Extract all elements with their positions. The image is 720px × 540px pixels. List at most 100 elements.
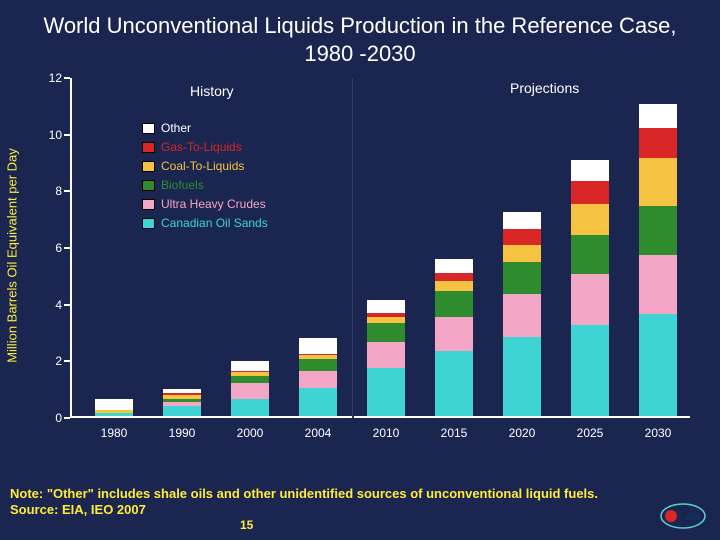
segment-biof bbox=[299, 359, 337, 370]
y-tick bbox=[64, 417, 70, 419]
y-tick bbox=[64, 360, 70, 362]
segment-other bbox=[435, 259, 473, 273]
x-tick-label: 1980 bbox=[101, 426, 128, 440]
segment-other bbox=[503, 212, 541, 229]
bar-2025 bbox=[571, 160, 609, 416]
legend-item-uhc: Ultra Heavy Crudes bbox=[142, 196, 268, 212]
y-axis-label: Million Barrels Oil Equivalent per Day bbox=[5, 148, 20, 363]
bar-2015 bbox=[435, 259, 473, 416]
history-label: History bbox=[190, 83, 234, 99]
segment-gtl bbox=[435, 273, 473, 282]
legend-swatch bbox=[142, 180, 155, 191]
y-tick bbox=[64, 77, 70, 79]
y-tick bbox=[64, 134, 70, 136]
footnote: Note: "Other" includes shale oils and ot… bbox=[10, 486, 610, 519]
x-axis bbox=[70, 416, 690, 418]
segment-cos bbox=[299, 388, 337, 416]
bar-2010 bbox=[367, 300, 405, 416]
segment-other bbox=[367, 300, 405, 313]
segment-gtl bbox=[503, 229, 541, 245]
y-tick bbox=[64, 247, 70, 249]
legend-label: Ultra Heavy Crudes bbox=[161, 197, 266, 211]
bar-1990 bbox=[163, 389, 201, 416]
svg-text:eia: eia bbox=[686, 512, 700, 523]
segment-cos bbox=[367, 368, 405, 416]
x-tick-label: 2025 bbox=[577, 426, 604, 440]
y-tick-label: 10 bbox=[32, 129, 62, 141]
legend-label: Biofuels bbox=[161, 178, 204, 192]
segment-cos bbox=[95, 413, 133, 416]
y-tick-label: 6 bbox=[32, 242, 62, 254]
y-tick bbox=[64, 190, 70, 192]
x-tick-label: 2010 bbox=[373, 426, 400, 440]
x-tick-label: 2030 bbox=[645, 426, 672, 440]
segment-other bbox=[571, 160, 609, 181]
segment-other bbox=[639, 104, 677, 128]
chart-title: World Unconventional Liquids Production … bbox=[0, 0, 720, 75]
segment-other bbox=[95, 399, 133, 410]
y-tick-label: 2 bbox=[32, 355, 62, 367]
segment-biof bbox=[231, 376, 269, 383]
segment-biof bbox=[435, 291, 473, 317]
x-tick-label: 2020 bbox=[509, 426, 536, 440]
segment-ctl bbox=[571, 204, 609, 235]
bar-2020 bbox=[503, 212, 541, 416]
segment-ctl bbox=[639, 158, 677, 206]
bar-2004 bbox=[299, 338, 337, 416]
legend-item-other: Other bbox=[142, 120, 268, 136]
history-projection-divider bbox=[352, 78, 354, 418]
eia-logo: eia bbox=[660, 503, 706, 534]
segment-cos bbox=[503, 337, 541, 416]
segment-uhc bbox=[571, 274, 609, 325]
legend-item-ctl: Coal-To-Liquids bbox=[142, 158, 268, 174]
segment-gtl bbox=[571, 181, 609, 204]
y-tick-label: 0 bbox=[32, 412, 62, 424]
y-tick-label: 8 bbox=[32, 185, 62, 197]
bar-2030 bbox=[639, 104, 677, 416]
segment-uhc bbox=[435, 317, 473, 351]
legend-swatch bbox=[142, 161, 155, 172]
legend-swatch bbox=[142, 142, 155, 153]
y-tick-label: 12 bbox=[32, 72, 62, 84]
segment-cos bbox=[231, 399, 269, 416]
y-tick-label: 4 bbox=[32, 299, 62, 311]
segment-cos bbox=[571, 325, 609, 416]
legend-label: Coal-To-Liquids bbox=[161, 159, 244, 173]
segment-biof bbox=[503, 262, 541, 295]
segment-biof bbox=[639, 206, 677, 254]
segment-uhc bbox=[503, 294, 541, 337]
legend-item-gtl: Gas-To-Liquids bbox=[142, 139, 268, 155]
bar-1980 bbox=[95, 399, 133, 416]
projections-label: Projections bbox=[510, 80, 579, 96]
segment-cos bbox=[435, 351, 473, 416]
y-tick bbox=[64, 304, 70, 306]
legend-item-biof: Biofuels bbox=[142, 177, 268, 193]
segment-biof bbox=[367, 323, 405, 343]
segment-uhc bbox=[639, 255, 677, 315]
legend-label: Gas-To-Liquids bbox=[161, 140, 242, 154]
segment-biof bbox=[571, 235, 609, 275]
legend-label: Other bbox=[161, 121, 191, 135]
segment-gtl bbox=[639, 128, 677, 158]
x-tick-label: 2015 bbox=[441, 426, 468, 440]
x-tick-label: 1990 bbox=[169, 426, 196, 440]
chart-area: Million Barrels Oil Equivalent per Day H… bbox=[70, 78, 690, 448]
bar-2000 bbox=[231, 361, 269, 416]
segment-uhc bbox=[299, 371, 337, 388]
legend-swatch bbox=[142, 218, 155, 229]
legend-item-cos: Canadian Oil Sands bbox=[142, 215, 268, 231]
segment-uhc bbox=[367, 342, 405, 368]
legend-label: Canadian Oil Sands bbox=[161, 216, 268, 230]
plot: Million Barrels Oil Equivalent per Day H… bbox=[70, 78, 690, 418]
segment-uhc bbox=[231, 383, 269, 399]
segment-cos bbox=[163, 406, 201, 416]
legend-swatch bbox=[142, 123, 155, 134]
segment-ctl bbox=[503, 245, 541, 262]
x-tick-label: 2000 bbox=[237, 426, 264, 440]
segment-cos bbox=[639, 314, 677, 416]
legend-swatch bbox=[142, 199, 155, 210]
segment-other bbox=[299, 338, 337, 354]
segment-ctl bbox=[435, 281, 473, 291]
x-tick-label: 2004 bbox=[305, 426, 332, 440]
page-number: 15 bbox=[240, 518, 253, 532]
